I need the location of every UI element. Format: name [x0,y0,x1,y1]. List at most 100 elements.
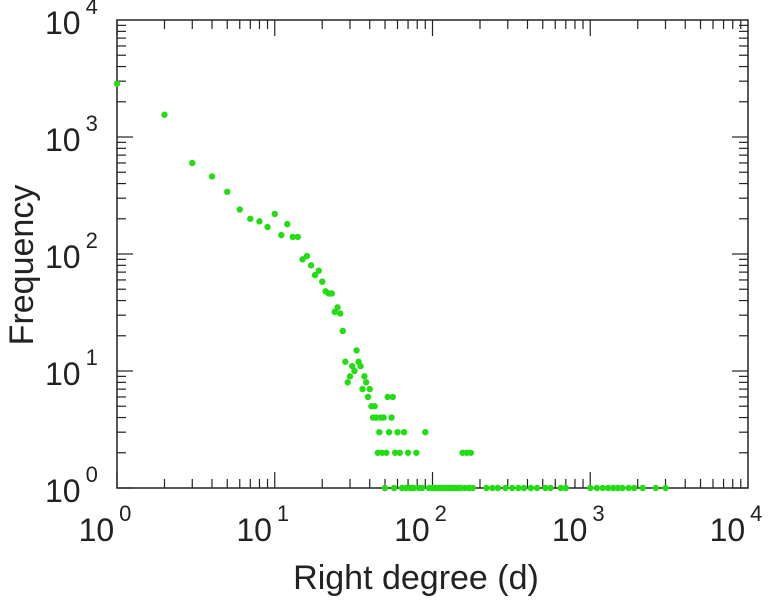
y-tick-label: 10 3 [45,111,98,158]
data-point [363,379,370,386]
data-point [527,484,535,492]
data-point [508,484,516,492]
data-point [289,233,296,241]
data-point [303,252,311,260]
data-point [374,449,381,456]
data-point [256,218,263,225]
data-point [315,267,322,274]
data-point [593,484,600,492]
data-point [264,223,271,231]
data-point [357,362,364,370]
data-point [388,414,395,421]
plot-frame [116,19,749,489]
x-tick-label: 10 3 [552,501,605,548]
data-point [467,449,475,456]
data-point [342,358,349,365]
data-point [404,449,412,456]
data-point [359,385,366,393]
data-point [208,173,216,180]
data-point [410,484,417,492]
data-point [384,393,391,401]
data-point [113,80,121,87]
data-point [361,373,368,380]
data-point [328,290,336,297]
data-point [344,379,351,386]
data-point [373,414,380,421]
data-point [533,484,541,492]
x-tick-labels: 10 0 10 1 10 2 10 3 10 4 [79,501,763,548]
data-point [394,428,401,436]
y-tick-label: 10 2 [45,228,98,275]
data-point [380,414,387,421]
data-point [400,428,408,436]
data-point [587,484,594,492]
data-point [662,484,669,492]
data-point [614,484,622,492]
data-point [307,262,315,269]
y-tick-label: 10 1 [45,345,98,392]
data-point [364,393,372,401]
data-point [502,484,509,492]
x-tick-label: 10 4 [710,501,763,548]
data-point [299,256,306,263]
data-point [284,220,291,228]
data-point [161,111,168,118]
data-point [619,484,626,492]
y-tick-label: 10 4 [45,0,98,41]
data-point [294,233,302,241]
data-point [319,278,326,285]
data-point [494,484,502,492]
data-point [351,367,358,375]
data-point [542,484,549,492]
x-tick-label: 10 0 [79,501,132,548]
data-point [236,206,243,213]
data-point [396,449,403,456]
data-point [515,484,522,492]
data-point [391,449,399,456]
data-point [278,231,285,239]
data-point [189,159,196,167]
data-point [339,327,346,335]
data-point [469,484,476,492]
data-point [381,484,389,492]
data-point [422,428,429,436]
x-tick-label: 10 1 [236,501,289,548]
data-point [390,484,398,492]
data-point [389,393,396,401]
data-point [631,484,638,492]
data-point [247,215,254,222]
tick-marks [116,20,748,489]
y-axis-title: Frequency [3,185,41,346]
data-points [113,80,669,492]
data-point [371,403,378,410]
data-point [366,385,373,393]
data-point [483,484,490,492]
data-point [457,484,464,492]
data-point [376,428,383,436]
data-point [520,484,528,492]
data-point [489,484,496,492]
data-point [413,449,420,456]
data-point [562,484,570,492]
data-point [547,484,554,492]
x-axis-title: Right degree (d) [293,559,539,597]
data-point [349,362,356,370]
data-point [625,484,632,492]
data-point [418,484,426,492]
data-point [337,310,344,317]
data-point [346,373,354,380]
data-point [557,484,564,492]
data-point [271,210,278,218]
data-point [599,484,606,492]
y-tick-label: 10 0 [45,462,98,509]
data-point [334,304,341,311]
data-point [652,484,659,492]
data-point [639,484,646,492]
data-point [311,271,319,279]
data-point [610,484,617,492]
data-point [383,449,390,456]
data-point [353,347,360,354]
data-point [224,188,231,196]
